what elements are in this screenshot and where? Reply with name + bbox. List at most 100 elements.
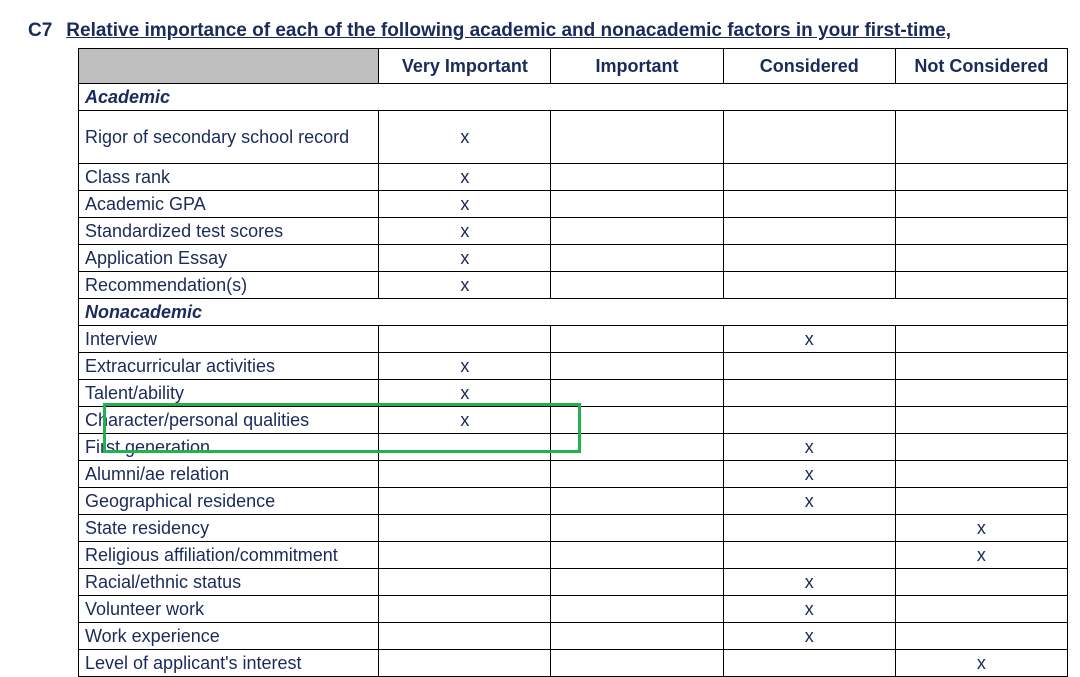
mark-cell-not-considered bbox=[895, 380, 1067, 407]
mark-cell-important bbox=[551, 623, 723, 650]
table-section-row: Academic bbox=[79, 84, 1068, 111]
col-important: Important bbox=[551, 49, 723, 84]
factor-label: Standardized test scores bbox=[79, 218, 379, 245]
mark-cell-considered: x bbox=[723, 488, 895, 515]
mark-cell-important bbox=[551, 461, 723, 488]
table-header-row: Very Important Important Considered Not … bbox=[79, 49, 1068, 84]
mark-cell-considered bbox=[723, 407, 895, 434]
mark-cell-not-considered bbox=[895, 326, 1067, 353]
mark-cell-very-important bbox=[379, 569, 551, 596]
factor-label: Level of applicant's interest bbox=[79, 650, 379, 677]
mark-cell-not-considered: x bbox=[895, 650, 1067, 677]
factor-label: Application Essay bbox=[79, 245, 379, 272]
mark-cell-very-important bbox=[379, 515, 551, 542]
mark-cell-very-important: x bbox=[379, 353, 551, 380]
mark-cell-not-considered bbox=[895, 569, 1067, 596]
mark-cell-important bbox=[551, 596, 723, 623]
factor-label: Interview bbox=[79, 326, 379, 353]
mark-cell-important bbox=[551, 191, 723, 218]
factor-label: Recommendation(s) bbox=[79, 272, 379, 299]
mark-cell-very-important bbox=[379, 434, 551, 461]
section-label: Nonacademic bbox=[79, 299, 1068, 326]
mark-cell-very-important bbox=[379, 461, 551, 488]
table-row: Rigor of secondary school recordx bbox=[79, 111, 1068, 164]
mark-cell-important bbox=[551, 650, 723, 677]
mark-cell-important bbox=[551, 407, 723, 434]
mark-cell-not-considered bbox=[895, 353, 1067, 380]
mark-cell-not-considered bbox=[895, 461, 1067, 488]
mark-cell-very-important: x bbox=[379, 245, 551, 272]
mark-cell-important bbox=[551, 542, 723, 569]
section-label: Academic bbox=[79, 84, 1068, 111]
mark-cell-very-important bbox=[379, 542, 551, 569]
factor-label: Religious affiliation/commitment bbox=[79, 542, 379, 569]
mark-cell-considered bbox=[723, 218, 895, 245]
table-row: Recommendation(s)x bbox=[79, 272, 1068, 299]
mark-cell-not-considered: x bbox=[895, 542, 1067, 569]
mark-cell-important bbox=[551, 380, 723, 407]
table-row: State residencyx bbox=[79, 515, 1068, 542]
mark-cell-important bbox=[551, 218, 723, 245]
table-row: Standardized test scoresx bbox=[79, 218, 1068, 245]
mark-cell-important bbox=[551, 488, 723, 515]
section-title: Relative importance of each of the follo… bbox=[66, 20, 951, 42]
mark-cell-not-considered bbox=[895, 164, 1067, 191]
factor-label: Rigor of secondary school record bbox=[79, 111, 379, 164]
mark-cell-considered bbox=[723, 353, 895, 380]
mark-cell-very-important: x bbox=[379, 380, 551, 407]
mark-cell-considered bbox=[723, 650, 895, 677]
mark-cell-very-important bbox=[379, 488, 551, 515]
mark-cell-very-important bbox=[379, 623, 551, 650]
section-code: C7 bbox=[28, 20, 52, 42]
factor-label: Character/personal qualities bbox=[79, 407, 379, 434]
mark-cell-considered: x bbox=[723, 596, 895, 623]
table-row: Volunteer work x bbox=[79, 596, 1068, 623]
mark-cell-important bbox=[551, 245, 723, 272]
mark-cell-considered: x bbox=[723, 569, 895, 596]
mark-cell-very-important bbox=[379, 596, 551, 623]
mark-cell-considered bbox=[723, 272, 895, 299]
col-factor bbox=[79, 49, 379, 84]
mark-cell-important bbox=[551, 353, 723, 380]
factor-label: Work experience bbox=[79, 623, 379, 650]
table-row: Talent/abilityx bbox=[79, 380, 1068, 407]
mark-cell-considered bbox=[723, 515, 895, 542]
table-row: Academic GPAx bbox=[79, 191, 1068, 218]
factor-label: Volunteer work bbox=[79, 596, 379, 623]
mark-cell-considered bbox=[723, 380, 895, 407]
table-row: Class rankx bbox=[79, 164, 1068, 191]
table-row: First generationx bbox=[79, 434, 1068, 461]
mark-cell-important bbox=[551, 434, 723, 461]
mark-cell-considered: x bbox=[723, 461, 895, 488]
mark-cell-very-important bbox=[379, 650, 551, 677]
factor-label: Academic GPA bbox=[79, 191, 379, 218]
factor-label: Class rank bbox=[79, 164, 379, 191]
factor-label: Geographical residence bbox=[79, 488, 379, 515]
col-very-important: Very Important bbox=[379, 49, 551, 84]
col-not-considered: Not Considered bbox=[895, 49, 1067, 84]
table-row: Work experiencex bbox=[79, 623, 1068, 650]
factor-label: Talent/ability bbox=[79, 380, 379, 407]
mark-cell-not-considered bbox=[895, 245, 1067, 272]
mark-cell-important bbox=[551, 111, 723, 164]
mark-cell-important bbox=[551, 164, 723, 191]
mark-cell-not-considered bbox=[895, 272, 1067, 299]
mark-cell-not-considered bbox=[895, 407, 1067, 434]
mark-cell-important bbox=[551, 569, 723, 596]
table-section-row: Nonacademic bbox=[79, 299, 1068, 326]
mark-cell-not-considered bbox=[895, 191, 1067, 218]
mark-cell-not-considered bbox=[895, 488, 1067, 515]
mark-cell-not-considered bbox=[895, 596, 1067, 623]
mark-cell-considered bbox=[723, 111, 895, 164]
table-row: Geographical residence x bbox=[79, 488, 1068, 515]
col-considered: Considered bbox=[723, 49, 895, 84]
factors-table: Very Important Important Considered Not … bbox=[78, 48, 1068, 677]
mark-cell-considered bbox=[723, 245, 895, 272]
mark-cell-not-considered bbox=[895, 434, 1067, 461]
mark-cell-very-important: x bbox=[379, 111, 551, 164]
factor-label: First generation bbox=[79, 434, 379, 461]
mark-cell-very-important: x bbox=[379, 164, 551, 191]
mark-cell-not-considered: x bbox=[895, 515, 1067, 542]
mark-cell-important bbox=[551, 326, 723, 353]
mark-cell-very-important: x bbox=[379, 218, 551, 245]
